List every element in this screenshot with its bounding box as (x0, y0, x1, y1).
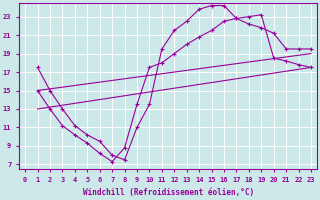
X-axis label: Windchill (Refroidissement éolien,°C): Windchill (Refroidissement éolien,°C) (83, 188, 254, 197)
